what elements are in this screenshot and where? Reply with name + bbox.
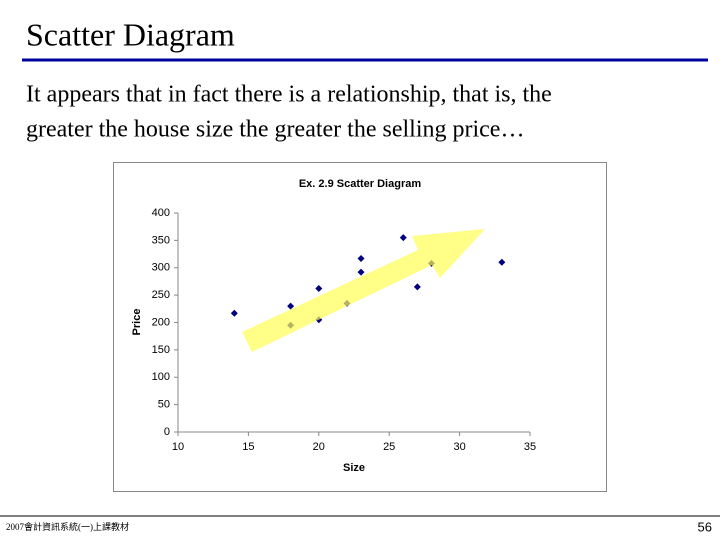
y-tick-label: 0 xyxy=(164,426,170,438)
body-line: It appears that in fact there is a relat… xyxy=(26,82,552,108)
point xyxy=(399,234,407,242)
x-tick-label: 15 xyxy=(242,441,254,453)
chart-frame xyxy=(113,162,607,492)
body-line: greater the house size the greater the s… xyxy=(26,117,524,143)
x-tick-label: 30 xyxy=(453,441,465,453)
y-tick-label: 350 xyxy=(152,234,170,246)
y-tick-label: 100 xyxy=(152,371,170,383)
point xyxy=(357,254,365,262)
y-tick-label: 200 xyxy=(152,316,170,328)
x-tick-label: 10 xyxy=(172,441,184,453)
y-tick-label: 400 xyxy=(152,207,170,219)
y-axis-label: Price xyxy=(131,309,143,336)
point xyxy=(287,302,295,310)
trend-arrow xyxy=(242,229,485,352)
point xyxy=(315,285,323,293)
x-tick-label: 20 xyxy=(313,441,325,453)
y-tick-label: 50 xyxy=(158,399,170,411)
page-number: 56 xyxy=(698,519,712,534)
chart-title: Ex. 2.9 Scatter Diagram xyxy=(299,178,422,190)
x-axis-label: Size xyxy=(343,462,365,474)
point xyxy=(413,283,421,291)
chart: Ex. 2.9 Scatter Diagram Size Price 0 50 100 15… xyxy=(131,178,536,474)
point xyxy=(357,268,365,276)
y-tick-label: 150 xyxy=(152,344,170,356)
x-tick-label: 25 xyxy=(383,441,395,453)
y-tick-label: 300 xyxy=(152,262,170,274)
y-tick-label: 250 xyxy=(152,289,170,301)
footer: 2007會計資訊系統(一)上課教材 xyxy=(6,521,129,532)
x-tick-label: 35 xyxy=(524,441,536,453)
point xyxy=(230,309,238,317)
point xyxy=(498,258,506,266)
slide-title: Scatter Diagram xyxy=(26,16,235,52)
